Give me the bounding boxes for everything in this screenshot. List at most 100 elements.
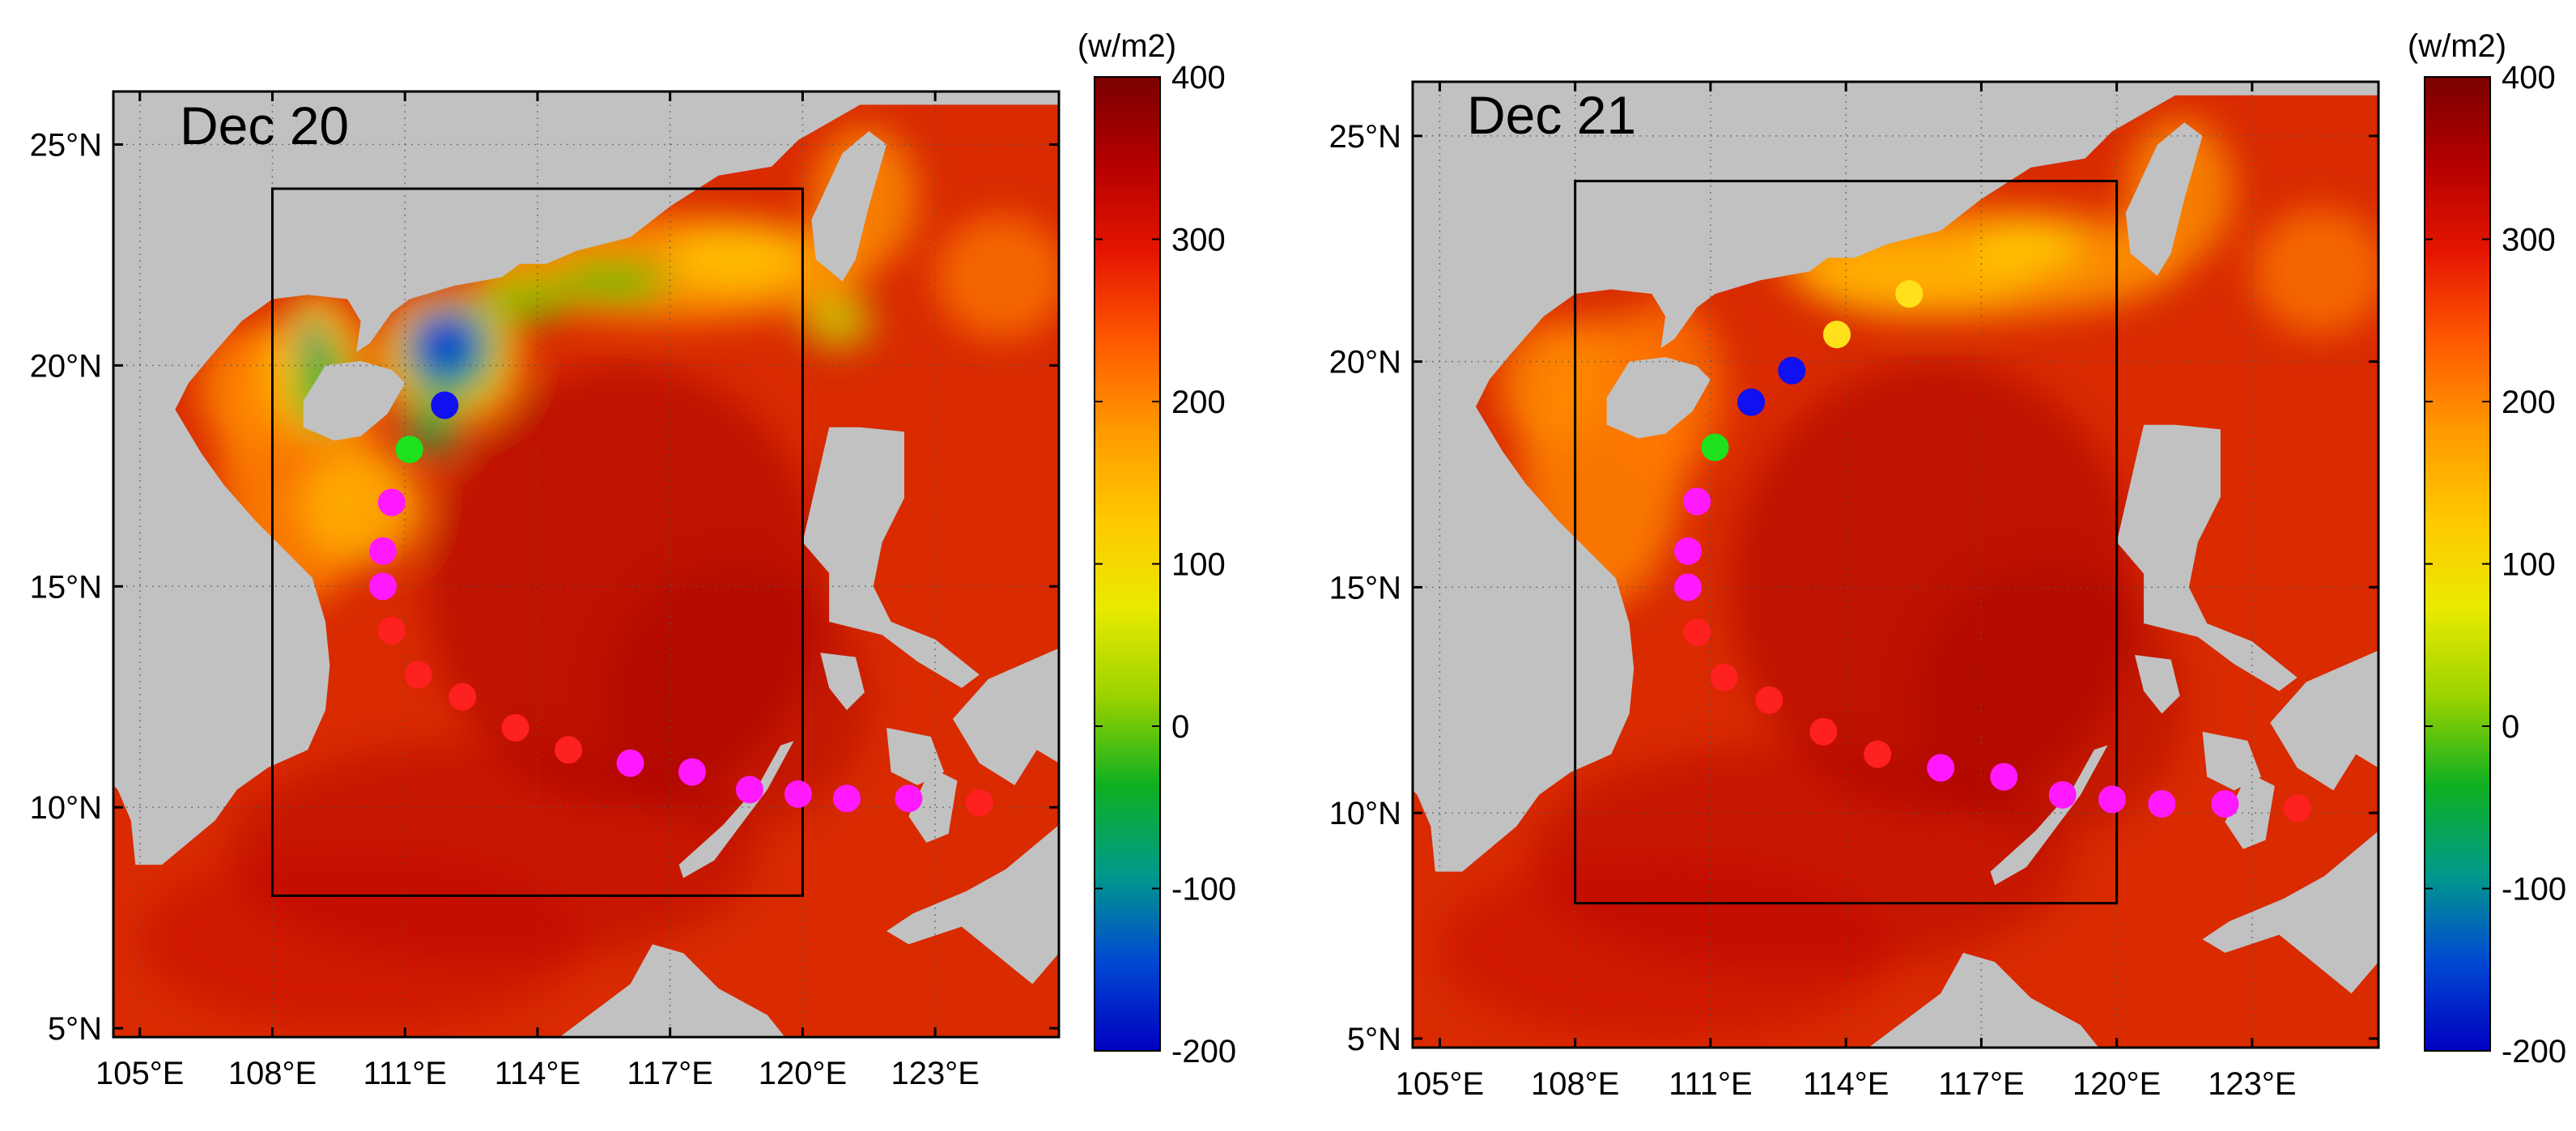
track-point-magenta: [735, 776, 763, 804]
track-point-magenta: [368, 572, 397, 601]
track-point-magenta: [2098, 785, 2127, 814]
land-layer: [113, 91, 1059, 1037]
colorbar-tick-label: 0: [1171, 709, 1189, 745]
land-area: [811, 131, 887, 282]
typhoon-track: [1674, 280, 2311, 823]
heat-flux-patch: [555, 261, 670, 302]
heat-flux-patch: [802, 295, 874, 348]
lat-label: 10°N: [1329, 796, 1401, 831]
colorbar-dec20: (w/m2) 400 300 200 100 0 -100 -200: [1078, 28, 1236, 1069]
colorbar-tick-label: 300: [1171, 223, 1226, 258]
colorbar-tick-label: 400: [2502, 60, 2556, 96]
land-area: [559, 944, 785, 1037]
lon-label: 105°E: [1396, 1066, 1484, 1102]
land-area: [113, 91, 1059, 865]
track-point-red: [965, 789, 993, 817]
colorbar-tick-label: 100: [1171, 547, 1226, 583]
heat-flux-patch: [1439, 857, 1891, 1039]
track-point-magenta: [2048, 780, 2077, 809]
track-point-blue: [431, 391, 459, 419]
lon-label: 108°E: [1531, 1066, 1619, 1102]
colorbar-tick-label: 100: [2502, 547, 2556, 583]
panel-date-label: Dec 21: [1467, 85, 1636, 145]
map-frame: [112, 90, 1061, 1039]
lon-label: 117°E: [1938, 1066, 2024, 1102]
lon-axis-labels: 105°E 108°E 111°E 114°E 117°E 120°E 123°…: [96, 1056, 980, 1091]
colorbar-tick-label: 200: [2502, 385, 2556, 420]
lon-axis-labels: 105°E 108°E 111°E 114°E 117°E 120°E 123°…: [1396, 1066, 2297, 1102]
colorbar-unit: (w/m2): [1078, 28, 1176, 64]
track-point-red: [448, 682, 477, 711]
colorbar-tick-label: -200: [2502, 1034, 2566, 1069]
map-panel-dec20: Dec 20 105°E 108°E 111°E 114°E 117°E 120…: [30, 90, 1061, 1091]
track-point-magenta: [1674, 573, 1702, 602]
axis-ticks: [1413, 82, 2378, 1048]
lat-label: 15°N: [30, 569, 102, 605]
track-point-magenta: [616, 749, 644, 777]
colorbar-dec21: (w/m2) 400 300 200 100 0 -100 -200: [2408, 28, 2566, 1069]
track-point-magenta: [678, 758, 706, 786]
land-area: [953, 648, 1059, 785]
track-point-magenta: [1927, 754, 1955, 782]
land-area: [820, 653, 865, 711]
heat-flux-patch: [139, 851, 582, 1029]
track-point-red: [377, 616, 406, 644]
panel-date-label: Dec 20: [180, 96, 349, 155]
colorbar-ticks: [1095, 76, 1160, 1052]
track-point-magenta: [784, 780, 812, 808]
lon-label: 117°E: [627, 1056, 712, 1091]
land-area: [2225, 772, 2275, 849]
track-point-red: [1683, 619, 1711, 647]
track-point-red: [404, 661, 432, 689]
land-area: [908, 767, 958, 843]
land-area: [2270, 650, 2378, 791]
lat-label: 5°N: [1347, 1022, 1401, 1057]
lat-label: 20°N: [30, 348, 102, 384]
lon-label: 123°E: [2208, 1066, 2296, 1102]
land-area: [1413, 82, 2378, 872]
map-frame: [1411, 80, 2380, 1049]
colorbar-tick-label: -200: [1171, 1034, 1236, 1069]
land-area: [2135, 655, 2180, 714]
heat-flux-patch: [1498, 321, 1607, 448]
lon-label: 108°E: [228, 1056, 317, 1091]
lon-label: 111°E: [363, 1056, 446, 1091]
heat-flux-patch: [2251, 208, 2378, 335]
heat-flux-patch: [665, 228, 807, 291]
colorbar-ticks: [2425, 76, 2490, 1052]
track-point-red: [2283, 794, 2311, 823]
track-point-blue: [1737, 388, 1766, 416]
lon-label: 120°E: [2072, 1066, 2161, 1102]
track-point-magenta: [1990, 763, 2018, 791]
colorbar-gradient: [2424, 76, 2491, 1052]
heat-flux-patch: [935, 215, 1059, 339]
study-region-box: [270, 187, 804, 897]
land-area: [2116, 424, 2298, 691]
track-point-green: [395, 436, 423, 464]
track-point-red: [501, 713, 529, 742]
lat-label: 10°N: [30, 790, 102, 826]
axis-ticks: [113, 91, 1059, 1037]
heat-flux-patch: [299, 449, 423, 565]
lon-label: 114°E: [495, 1056, 580, 1091]
track-point-magenta: [2148, 789, 2176, 818]
track-point-red: [555, 736, 583, 764]
track-point-magenta: [377, 488, 406, 517]
lon-label: 120°E: [759, 1056, 847, 1091]
lat-label: 25°N: [1329, 119, 1401, 155]
track-point-red: [1864, 740, 1892, 768]
land-area: [2125, 122, 2203, 276]
track-point-red: [1809, 717, 1838, 746]
heat-flux-patch: [409, 308, 481, 379]
land-area: [303, 360, 406, 441]
colorbar-tick-label: -100: [1171, 872, 1236, 908]
land-area: [1868, 952, 2099, 1048]
track-point-magenta: [1683, 487, 1711, 516]
track-point-yellow: [1895, 280, 1923, 308]
colorbar-gradient: [1094, 76, 1161, 1052]
colorbar-tick-label: 400: [1171, 60, 1226, 96]
heat-flux-patch: [480, 277, 569, 321]
land-area: [678, 741, 794, 878]
track-point-green: [1701, 433, 1729, 461]
